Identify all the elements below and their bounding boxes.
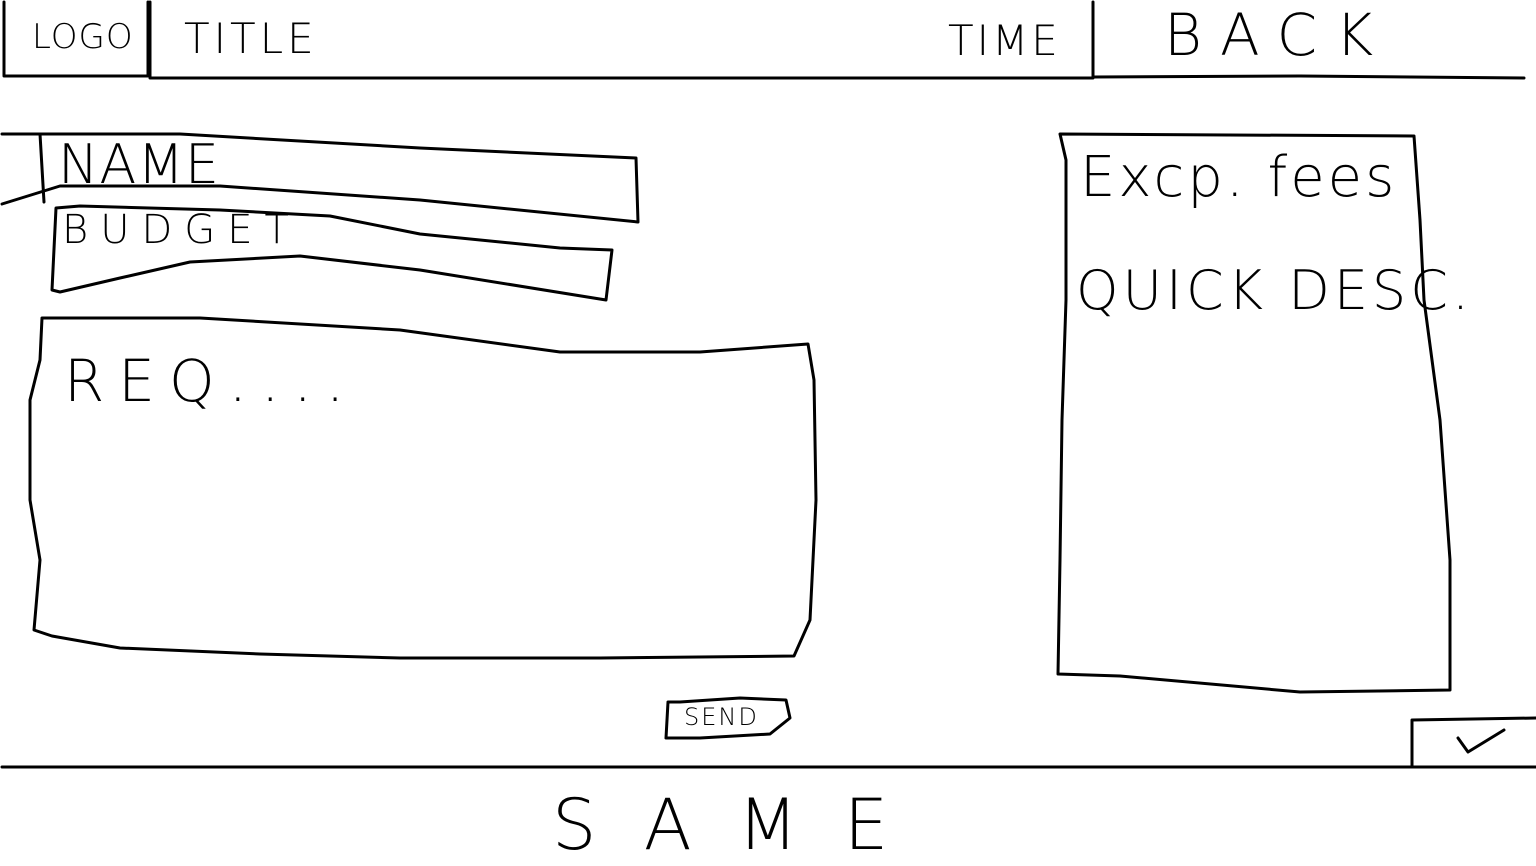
side-panel-outline bbox=[1056, 132, 1452, 694]
fees-label: Excp. fees bbox=[1080, 145, 1398, 210]
request-textarea-outline bbox=[28, 316, 818, 660]
budget-field-outline bbox=[50, 204, 614, 302]
name-field-outline bbox=[0, 132, 640, 224]
logo-text: LOGO bbox=[32, 17, 134, 57]
check-icon bbox=[1456, 728, 1506, 754]
header-bar bbox=[148, 0, 1095, 80]
budget-field-label: BUDGET bbox=[62, 207, 301, 253]
back-underline bbox=[1091, 74, 1526, 80]
quick-description-label: QUICK DESC. bbox=[1076, 259, 1474, 322]
send-button[interactable]: SEND bbox=[684, 703, 759, 731]
time-display: TIME bbox=[948, 16, 1061, 65]
page-title: TITLE bbox=[184, 14, 318, 63]
side-panel bbox=[1062, 136, 1442, 686]
logo-box bbox=[2, 0, 150, 78]
confirm-box bbox=[1410, 716, 1536, 768]
back-button[interactable]: BACK bbox=[1164, 1, 1392, 69]
request-placeholder: REQ.... bbox=[64, 347, 359, 415]
name-field-label: NAME bbox=[58, 133, 221, 196]
footer-text: SAME bbox=[552, 784, 935, 866]
confirm-button[interactable] bbox=[1412, 720, 1536, 766]
send-button-outline bbox=[664, 696, 792, 740]
